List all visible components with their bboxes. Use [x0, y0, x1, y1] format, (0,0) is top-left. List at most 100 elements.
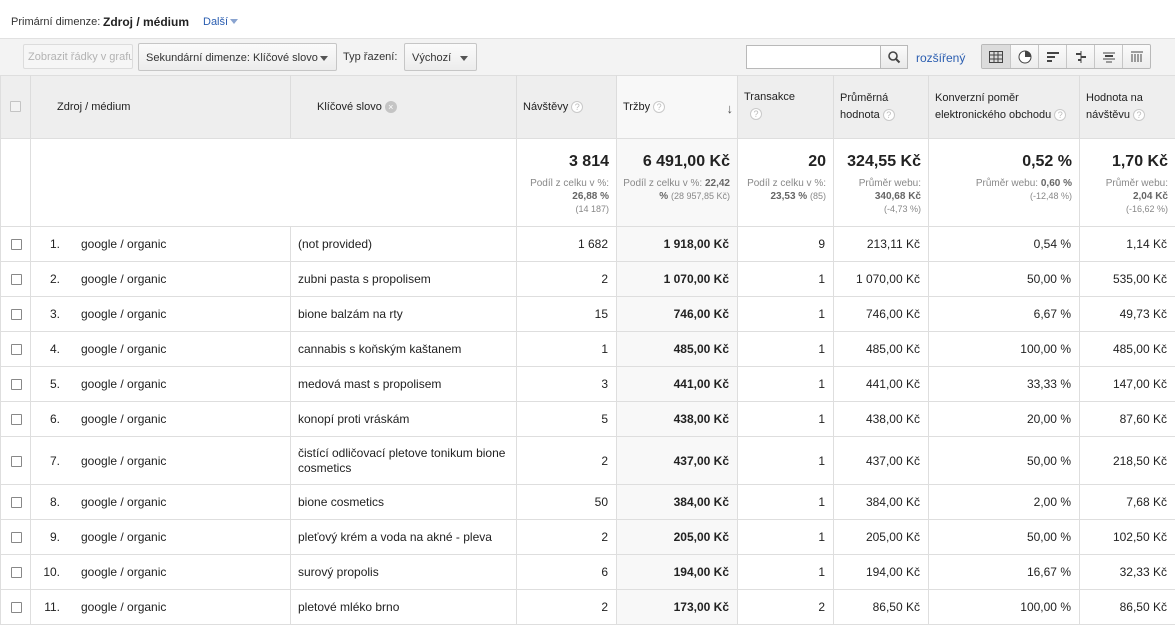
row-revenue: 173,00 Kč	[616, 589, 738, 625]
row-source-medium[interactable]: google / organic	[81, 600, 167, 614]
row-visits: 5	[516, 401, 617, 437]
row-revenue: 438,00 Kč	[616, 401, 738, 437]
select-all-checkbox[interactable]	[10, 101, 21, 113]
pie-view-button[interactable]	[1010, 45, 1038, 68]
row-source-medium[interactable]: google / organic	[81, 237, 167, 251]
header-transactions[interactable]: Transakce?	[737, 75, 834, 139]
comparison-view-button[interactable]	[1066, 45, 1094, 68]
row-avg-value: 437,00 Kč	[833, 436, 929, 485]
row-checkbox[interactable]	[11, 602, 22, 614]
totals-label-cell	[30, 138, 517, 227]
row-source-medium[interactable]: google / organic	[81, 412, 167, 426]
header-revenue[interactable]: Tržby? ↓	[616, 75, 738, 139]
comparison-view-icon	[1075, 50, 1086, 63]
row-visits: 15	[516, 296, 617, 332]
row-source-medium[interactable]: google / organic	[81, 307, 167, 321]
totals-revenue-sub: Podíl z celku v %: 22,42 % (28 957,85 Kč…	[617, 171, 737, 203]
totals-avg-value: 324,55 Kč	[847, 153, 921, 170]
term-cloud-view-button[interactable]	[1094, 45, 1122, 68]
plot-rows-button[interactable]: Zobrazit řádky v grafu	[23, 44, 133, 69]
row-checkbox[interactable]	[11, 344, 22, 356]
row-checkbox[interactable]	[11, 532, 22, 544]
table-view-icon	[989, 50, 1003, 63]
row-source-medium[interactable]: google / organic	[81, 495, 167, 509]
row-checkbox[interactable]	[11, 497, 22, 509]
select-all-cell	[0, 75, 31, 139]
header-per-visit-value[interactable]: Hodnota na návštěvu?	[1079, 75, 1175, 139]
row-keyword-cell: pletové mléko brno	[290, 589, 517, 625]
primary-dimension-current[interactable]: Zdroj / médium	[103, 15, 190, 29]
help-icon[interactable]: ?	[1054, 109, 1067, 122]
row-checkbox[interactable]	[11, 239, 22, 251]
row-keyword[interactable]: čistící odličovací pletove tonikum bione…	[298, 445, 506, 475]
row-keyword-cell: konopí proti vráskám	[290, 401, 517, 437]
row-keyword[interactable]: surový propolis	[298, 564, 379, 579]
header-avg-value[interactable]: Průměrná hodnota?	[833, 75, 929, 139]
remove-secondary-dimension-icon[interactable]: ×	[384, 100, 397, 113]
row-select-cell	[0, 401, 31, 437]
secondary-dimension-dropdown[interactable]: Sekundární dimenze: Klíčové slovo	[138, 43, 337, 71]
totals-transactions-cell: 20 Podíl z celku v %: 23,53 % (85)	[737, 138, 834, 227]
row-source-medium[interactable]: google / organic	[81, 342, 167, 356]
row-keyword[interactable]: medová mast s propolisem	[298, 376, 442, 391]
totals-revenue-total: (28 957,85 Kč)	[670, 191, 730, 201]
performance-view-button[interactable]	[1038, 45, 1066, 68]
row-source-medium[interactable]: google / organic	[81, 530, 167, 544]
totals-per-visit-diff: (-16,62 %)	[1125, 204, 1168, 214]
table-search-input[interactable]	[746, 45, 881, 69]
row-transactions: 2	[737, 589, 834, 625]
row-source-medium[interactable]: google / organic	[81, 377, 167, 391]
help-icon[interactable]: ?	[1133, 109, 1146, 122]
totals-conversion-rate-site: 0,60 %	[1040, 178, 1072, 189]
search-button[interactable]	[880, 45, 908, 69]
row-source-cell: 8. google / organic	[30, 484, 291, 520]
row-checkbox[interactable]	[11, 455, 22, 467]
row-checkbox[interactable]	[11, 379, 22, 391]
row-checkbox[interactable]	[11, 309, 22, 321]
row-keyword[interactable]: cannabis s koňským kaštanem	[298, 341, 462, 356]
header-visits[interactable]: Návštěvy?	[516, 75, 617, 139]
advanced-filter-link[interactable]: rozšířený	[916, 51, 966, 65]
help-icon[interactable]: ?	[882, 109, 895, 122]
totals-revenue-cell: 6 491,00 Kč Podíl z celku v %: 22,42 % (…	[616, 138, 738, 227]
header-avg-value-label: Průměrná hodnota	[840, 92, 889, 121]
row-keyword[interactable]: pletové mléko brno	[298, 599, 400, 614]
header-source-medium[interactable]: Zdroj / médium	[30, 75, 291, 139]
table-row: 3. google / organic bione balzám na rty 1…	[0, 296, 1175, 332]
row-visits: 1	[516, 331, 617, 367]
row-keyword[interactable]: zubni pasta s propolisem	[298, 271, 431, 286]
row-conversion-rate: 100,00 %	[928, 589, 1080, 625]
row-keyword[interactable]: konopí proti vráskám	[298, 411, 410, 426]
help-icon[interactable]: ?	[653, 100, 666, 113]
row-index: 8.	[49, 495, 60, 509]
row-source-medium[interactable]: google / organic	[81, 272, 167, 286]
sort-type-dropdown[interactable]: Výchozí	[404, 43, 477, 71]
row-source-medium[interactable]: google / organic	[81, 565, 167, 579]
row-keyword[interactable]: (not provided)	[298, 236, 373, 251]
row-index: 2.	[49, 272, 60, 286]
help-icon[interactable]: ?	[750, 108, 762, 121]
row-source-cell: 10. google / organic	[30, 554, 291, 590]
table-view-button[interactable]	[982, 45, 1010, 68]
sort-type-label: Typ řazení:	[343, 51, 398, 63]
row-transactions: 1	[737, 484, 834, 520]
row-conversion-rate: 20,00 %	[928, 401, 1080, 437]
pivot-view-button[interactable]	[1122, 45, 1150, 68]
more-dimensions-link[interactable]: Další	[203, 16, 239, 28]
row-keyword[interactable]: bione balzám na rty	[298, 306, 403, 321]
header-conversion-rate[interactable]: Konverzní poměr elektronického obchodu?	[928, 75, 1080, 139]
header-keyword[interactable]: Klíčové slovo ×	[290, 75, 517, 139]
row-checkbox[interactable]	[11, 274, 22, 286]
row-source-medium[interactable]: google / organic	[81, 453, 167, 468]
row-transactions: 1	[737, 296, 834, 332]
totals-conversion-rate-sub: Průměr webu: 0,60 % (-12,48 %)	[929, 171, 1079, 203]
row-keyword[interactable]: pleťový krém a voda na akné - pleva	[298, 529, 492, 544]
row-checkbox[interactable]	[11, 567, 22, 579]
row-conversion-rate: 2,00 %	[928, 484, 1080, 520]
row-visits: 3	[516, 366, 617, 402]
help-icon[interactable]: ?	[571, 100, 584, 113]
row-keyword[interactable]: bione cosmetics	[298, 494, 385, 509]
pivot-view-icon	[1130, 51, 1143, 62]
row-checkbox[interactable]	[11, 414, 22, 426]
row-avg-value: 205,00 Kč	[833, 519, 929, 555]
